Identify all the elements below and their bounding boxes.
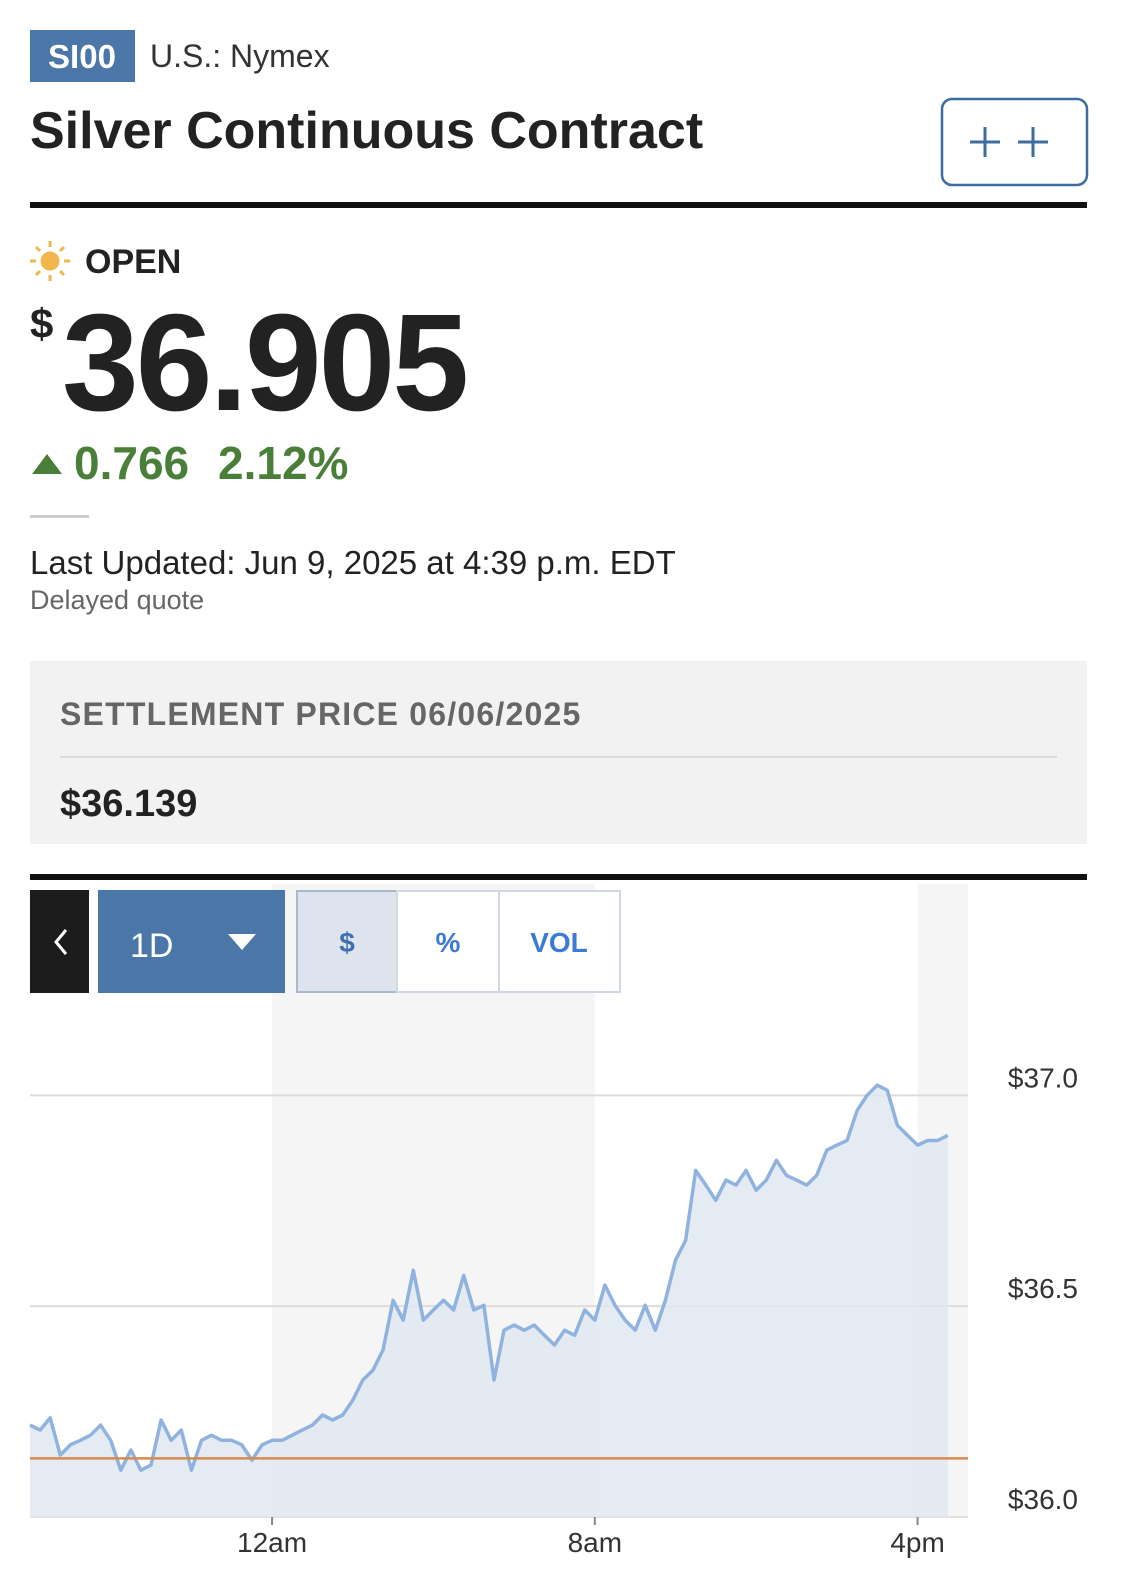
change-percent: 2.12%	[218, 437, 348, 489]
exchange: U.S.: Nymex	[150, 38, 330, 74]
price: 36.905	[62, 286, 466, 440]
y-tick-label: $37.0	[1008, 1062, 1078, 1093]
range-select[interactable]	[98, 890, 285, 993]
change: 0.766	[74, 437, 189, 489]
chart-tabs: 1D $ % VOL	[30, 890, 621, 993]
y-tick-label: $36.0	[1008, 1484, 1078, 1515]
y-tick-label: $36.5	[1008, 1273, 1078, 1304]
sun-icon	[30, 241, 70, 281]
settlement-rule	[60, 756, 1057, 758]
plus-icons[interactable]	[970, 127, 1048, 157]
market-status: OPEN	[85, 243, 181, 281]
mode-tab[interactable]	[296, 890, 398, 993]
settlement-box	[30, 661, 1087, 844]
x-tick-label: 12am	[237, 1527, 307, 1558]
divider	[30, 202, 1087, 208]
mode-label[interactable]: VOL	[530, 927, 588, 958]
settlement-label: SETTLEMENT PRICE 06/06/2025	[60, 696, 581, 732]
back-button[interactable]	[30, 890, 89, 993]
area	[30, 1085, 948, 1517]
title: Silver Continuous Contract	[30, 102, 703, 160]
short-rule	[30, 515, 89, 518]
dropdown-arrow[interactable]	[228, 934, 256, 950]
x-tick-label: 4pm	[890, 1527, 944, 1558]
ticker: SI00	[48, 38, 116, 75]
watchlist-button[interactable]	[940, 97, 1089, 187]
price-line	[29, 1083, 949, 1472]
settlement-value: $36.139	[60, 783, 197, 825]
delayed-note: Delayed quote	[30, 585, 204, 615]
chevron[interactable]	[54, 929, 68, 955]
button-frame[interactable]	[940, 97, 1089, 187]
last-updated: Last Updated: Jun 9, 2025 at 4:39 p.m. E…	[30, 544, 676, 581]
range-label[interactable]: 1D	[130, 927, 173, 965]
ticker-badge	[30, 30, 135, 82]
x-tick-label: 8am	[568, 1527, 622, 1558]
currency: $	[30, 300, 53, 347]
mode-label[interactable]: $	[339, 927, 355, 958]
up-arrow	[32, 454, 62, 474]
mode-label[interactable]: %	[436, 927, 461, 958]
mode-tab[interactable]	[498, 890, 621, 993]
divider	[30, 874, 1087, 880]
